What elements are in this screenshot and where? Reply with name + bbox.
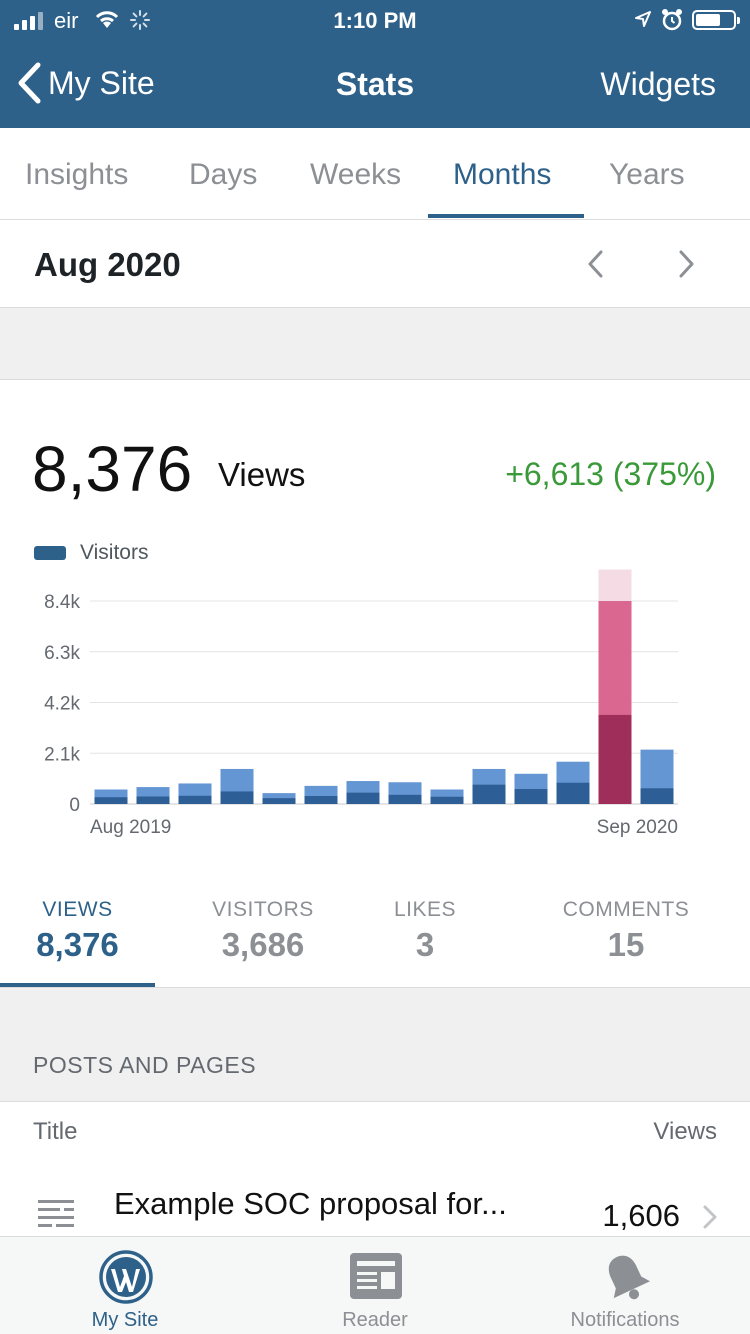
chevron-right-icon [703,1205,717,1229]
bar-visitors [136,796,170,804]
bar-visitors [556,782,590,804]
section-spacer [0,308,750,380]
previous-period-button[interactable] [584,248,608,280]
legend-swatch [34,546,66,560]
posts-section-title: POSTS AND PAGES [33,1052,257,1078]
total-views-unit: Views [218,456,306,493]
back-button[interactable]: My Site [16,62,155,104]
bar-visitors [430,796,464,804]
chart-legend: Visitors [34,541,148,565]
alarm-icon [662,9,682,31]
tab-days[interactable]: Days [189,158,258,191]
stat-likes-label: LIKES [393,898,457,921]
tab-my-site[interactable]: My Site [0,1237,250,1334]
tab-reader[interactable]: Reader [250,1237,500,1334]
stat-likes[interactable]: LIKES 3 [364,898,486,964]
post-title: Example SOC proposal for... [114,1186,507,1221]
stat-visitors[interactable]: VISITORS 3,686 [186,898,340,964]
status-bar: eir 1:10 PM [0,0,750,40]
period-tabs: Insights Days Weeks Months Years [0,128,750,220]
y-tick-label: 4.2k [44,694,80,715]
bar-visitors [220,791,254,804]
y-tick-label: 8.4k [44,592,80,613]
location-icon [635,11,651,27]
carrier-label: eir [54,8,79,33]
views-change: +6,613 (375%) [505,456,716,492]
views-chart[interactable]: 0 2.1k 4.2k 6.3k 8.4k Aug 2019 Sep 2020 [0,560,750,850]
stat-comments-value: 15 [607,926,645,963]
legend-label: Visitors [80,541,149,564]
stat-comments[interactable]: COMMENTS 15 [540,898,712,964]
stat-visitors-label: VISITORS [212,898,314,921]
activity-spinner-icon [130,10,150,30]
bar-visitors [640,788,674,804]
bar-visitors [598,714,632,804]
bar-overflow [598,569,632,601]
reader-icon [350,1253,402,1299]
tab-reader-label: Reader [342,1309,408,1331]
status-time: 1:10 PM [333,8,417,33]
bar-visitors [94,797,128,804]
back-label: My Site [48,64,155,101]
tab-indicator [428,214,584,218]
stat-indicator [0,983,155,987]
bell-icon [608,1255,651,1300]
tab-insights[interactable]: Insights [25,158,129,191]
column-header-title: Title [33,1118,78,1145]
total-views-value: 8,376 [32,433,193,505]
signal-icon [14,12,43,30]
y-tick-label: 6.3k [44,643,80,664]
stat-comments-label: COMMENTS [562,898,690,921]
section-header-bg [0,988,750,1102]
page-icon [38,1200,74,1227]
wordpress-icon [99,1250,153,1304]
wifi-icon [95,11,119,28]
tab-notifications[interactable]: Notifications [500,1237,750,1334]
period-label: Aug 2020 [34,246,181,283]
stat-views-label: VIEWS [42,898,113,921]
y-tick-label: 2.1k [44,744,80,765]
bar-visitors [514,789,548,804]
widgets-button[interactable]: Widgets [600,66,716,102]
x-tick-label: Sep 2020 [597,817,678,838]
bottom-tab-bar: My Site Reader Notifications [0,1236,750,1334]
period-selector: Aug 2020 [0,220,750,308]
bar-visitors [346,792,380,804]
page-title: Stats [335,66,415,102]
bar-visitors [472,784,506,804]
chevron-left-icon [18,62,41,104]
tab-years[interactable]: Years [609,158,685,191]
post-views: 1,606 [602,1198,680,1233]
tab-my-site-label: My Site [91,1309,159,1331]
stat-views[interactable]: VIEWS 8,376 [0,898,155,964]
y-tick-label: 0 [69,795,80,816]
tab-weeks[interactable]: Weeks [310,158,402,191]
x-tick-label: Aug 2019 [90,817,171,838]
bar-visitors [388,794,422,804]
tab-months[interactable]: Months [453,158,552,191]
column-header-views: Views [653,1118,717,1145]
tab-notifications-label: Notifications [570,1309,680,1331]
next-period-button[interactable] [674,248,698,280]
battery-icon [692,10,740,30]
bar-visitors [262,798,296,804]
bar-visitors [304,796,338,804]
stat-views-value: 8,376 [36,926,119,963]
bar-visitors [178,795,212,804]
divider [0,987,750,988]
top-bar: eir 1:10 PM [0,0,750,128]
stat-likes-value: 3 [415,926,435,963]
stat-visitors-value: 3,686 [221,926,305,963]
